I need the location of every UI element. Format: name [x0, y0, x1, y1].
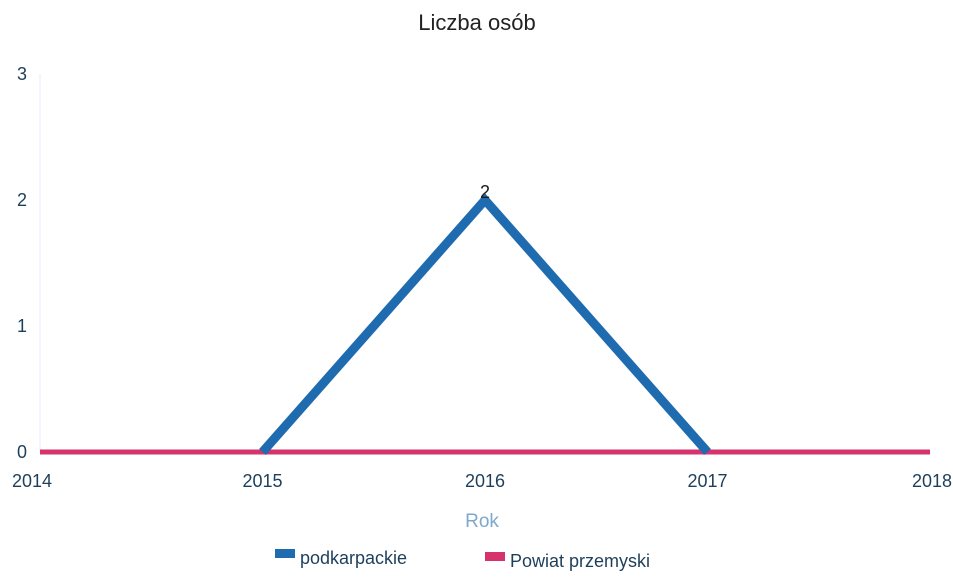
y-tick-label: 3 [17, 64, 27, 84]
legend: podkarpackie Powiat przemyski [275, 548, 650, 571]
legend-swatch[interactable] [275, 549, 295, 558]
x-tick-label: 2014 [12, 471, 52, 491]
chart-title: Liczba osób [418, 10, 535, 35]
x-tick-label: 2016 [465, 471, 505, 491]
series-layer [40, 193, 930, 455]
y-tick-labels: 0 1 2 3 [17, 64, 27, 462]
data-label: 2 [480, 182, 490, 202]
legend-swatch[interactable] [485, 552, 505, 561]
x-tick-label: 2018 [912, 471, 952, 491]
y-tick-label: 1 [17, 316, 27, 336]
legend-label[interactable]: Powiat przemyski [510, 551, 650, 571]
legend-label[interactable]: podkarpackie [300, 548, 407, 568]
x-tick-label: 2017 [687, 471, 727, 491]
data-label-layer: 2 [480, 182, 490, 202]
series-line-0 [259, 193, 711, 455]
y-tick-label: 0 [17, 442, 27, 462]
x-tick-label: 2015 [242, 471, 282, 491]
x-tick-labels: 2014 2015 2016 2017 2018 [12, 471, 952, 491]
x-axis-label: Rok [465, 511, 499, 532]
y-tick-label: 2 [17, 190, 27, 210]
